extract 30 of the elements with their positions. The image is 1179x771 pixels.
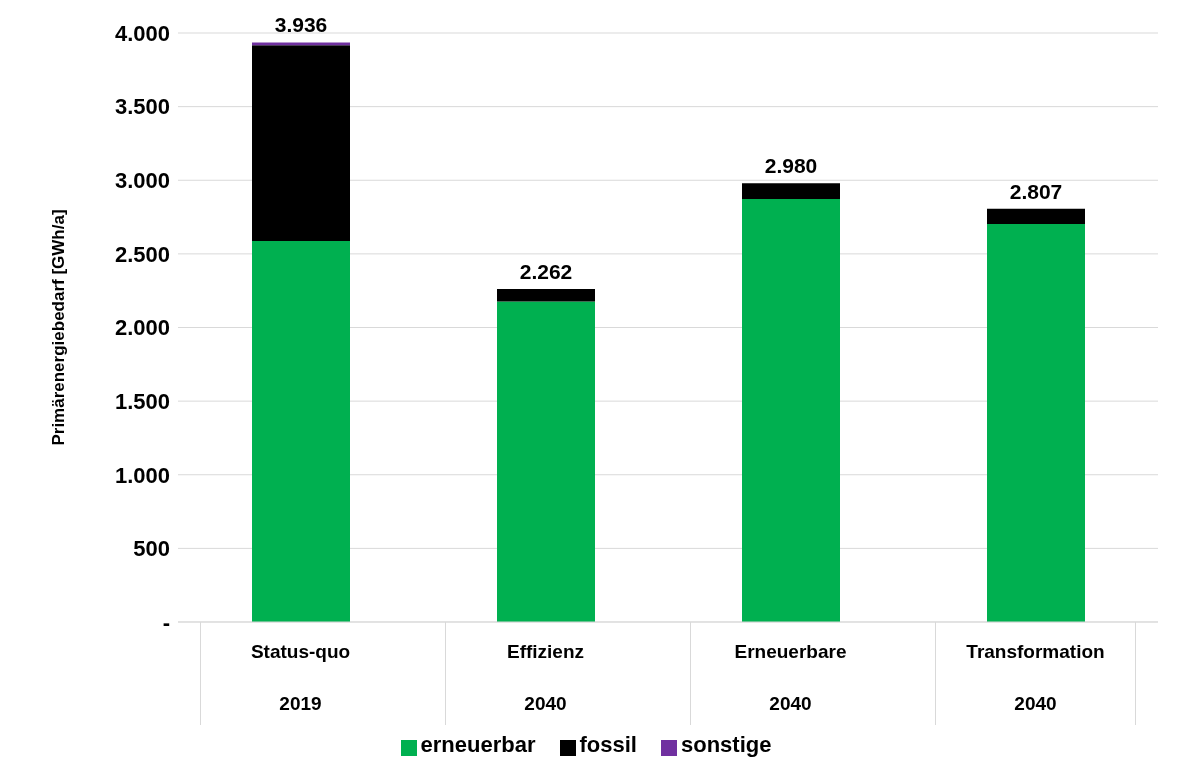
y-tick-label: 2.500: [114, 241, 170, 267]
y-tick-label: 3.000: [114, 168, 170, 194]
y-tick-label: 3.500: [114, 94, 170, 120]
legend-label: sonstige: [680, 732, 772, 757]
category-label: Erneuerbare 2040: [734, 641, 847, 714]
y-axis-title: Primärenergiebedarf [GWh/a]: [49, 209, 69, 446]
y-tick-label: 4.000: [114, 20, 170, 46]
total-label: 3.936: [274, 13, 328, 37]
y-tick-label: 2.000: [114, 315, 170, 341]
category-label: Status-quo 2019: [250, 641, 351, 714]
legend-label: erneuerbar: [420, 732, 536, 757]
legend-label: fossil: [579, 732, 637, 757]
bar: [497, 288, 595, 302]
bar: [987, 223, 1085, 622]
total-label: 2.980: [764, 154, 818, 178]
bar: [742, 183, 840, 199]
y-tick-label: -: [162, 609, 170, 635]
category-label: Effizienz 2040: [506, 641, 585, 714]
category-label: Transformation 2040: [966, 641, 1105, 714]
bar: [252, 45, 350, 242]
bar: [987, 208, 1085, 224]
y-tick-label: 1.500: [114, 388, 170, 414]
y-tick-label: 1.000: [114, 462, 170, 488]
bar: [252, 241, 350, 622]
bar: [252, 42, 350, 46]
total-label: 2.807: [1009, 179, 1063, 203]
y-tick-label: 500: [133, 536, 170, 562]
bar: [742, 198, 840, 622]
bar: [497, 301, 595, 622]
total-label: 2.262: [519, 259, 573, 283]
